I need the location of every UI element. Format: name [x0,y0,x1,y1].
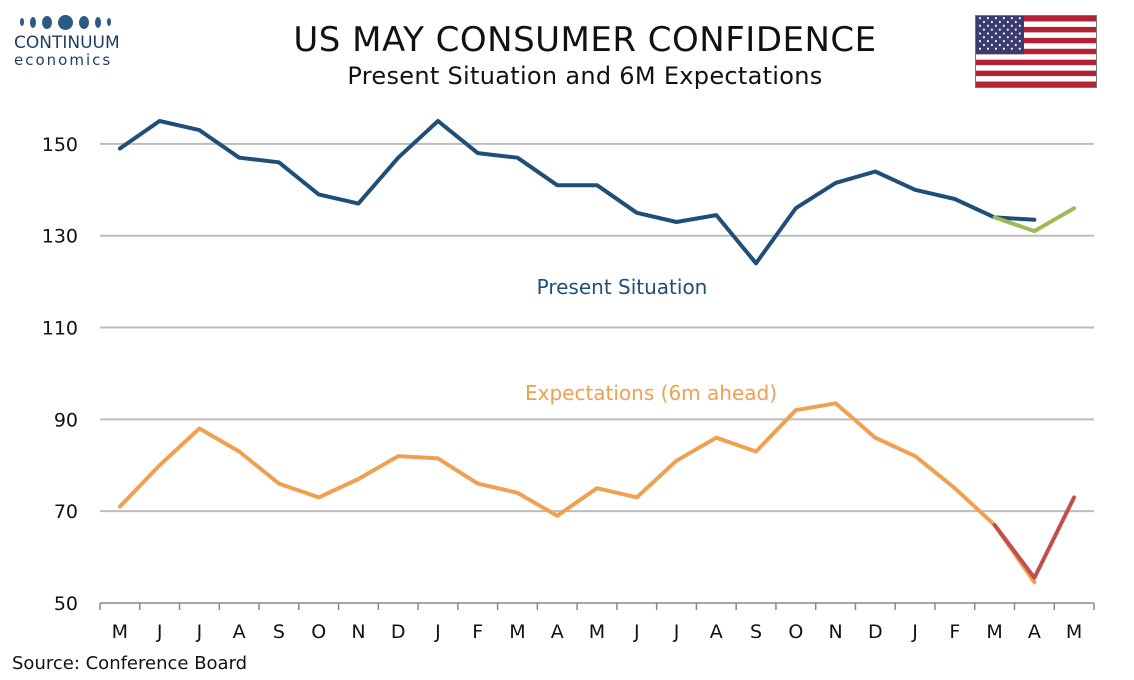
x-tick-label: N [828,621,842,643]
logo-name: CONTINUUM [14,33,120,53]
chart-subtitle: Present Situation and 6M Expectations [347,62,823,90]
x-tick-label: J [911,621,918,643]
x-tick-label: J [633,621,640,643]
x-tick-label: M [509,621,525,643]
series-label-present-situation: Present Situation [537,275,708,299]
x-tick-label: N [351,621,365,643]
x-tick-label: J [434,621,441,643]
series-line-1 [992,206,1077,234]
x-tick-label: J [196,621,203,643]
x-tick-label: S [273,621,285,643]
series-line-0 [117,119,1037,266]
x-tick-label: M [1066,621,1082,643]
series-label-expectations: Expectations (6m ahead) [525,381,777,405]
x-tick-label: A [551,621,564,643]
x-tick-label: F [949,621,960,643]
x-tick-label: F [472,621,483,643]
series-line-2 [117,401,1037,585]
series-line-3 [992,495,1077,580]
x-tick-label: J [673,621,680,643]
logo-subtitle: economics [14,51,113,69]
logo-dots-icon [20,14,134,30]
x-tick-label: M [112,621,128,643]
continuum-economics-logo: CONTINUUM economics [14,14,134,69]
x-tick-label: O [788,621,803,643]
y-tick-label: 130 [42,226,78,248]
x-tick-label: A [233,621,246,643]
y-tick-label: 70 [54,501,78,523]
x-tick-label: A [710,621,723,643]
x-tick-label: O [311,621,326,643]
x-tick-label: S [750,621,762,643]
x-tick-label: J [156,621,163,643]
x-tick-label: A [1028,621,1041,643]
x-tick-label: D [868,621,883,643]
chart-title: US MAY CONSUMER CONFIDENCE [293,20,877,60]
source-note: Source: Conference Board [12,653,248,674]
y-tick-label: 50 [54,593,78,615]
x-tick-label: M [986,621,1002,643]
y-tick-label: 90 [54,409,78,431]
x-tick-label: M [589,621,605,643]
us-flag-icon [975,15,1097,88]
y-tick-label: 150 [42,134,78,156]
x-tick-label: D [391,621,406,643]
y-tick-label: 110 [42,318,78,340]
